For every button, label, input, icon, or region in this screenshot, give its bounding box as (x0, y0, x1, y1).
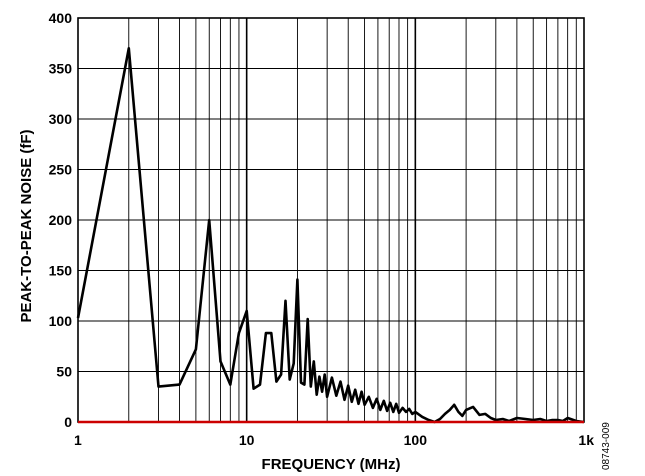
noise-series-line (76, 46, 585, 424)
tick-labels: 0 50 100 150 200 250 300 350 400 1 10 100 1k (49, 10, 595, 448)
y-tick-label: 350 (49, 61, 73, 77)
x-tick-label: 10 (239, 432, 255, 448)
y-tick-label: 100 (49, 313, 73, 329)
y-tick-label: 0 (64, 414, 72, 430)
y-axis-title: PEAK-TO-PEAK NOISE (fF) (18, 129, 35, 322)
y-tick-label: 250 (49, 162, 73, 178)
y-tick-label: 150 (49, 263, 73, 279)
x-tick-label: 1 (74, 432, 82, 448)
y-tick-label: 400 (49, 10, 73, 26)
x-tick-label: 1k (578, 432, 594, 448)
x-tick-label: 100 (404, 432, 428, 448)
figure-id: 08743-009 (601, 422, 612, 470)
grid-lines (78, 18, 584, 422)
y-tick-label: 50 (56, 364, 72, 380)
y-tick-label: 300 (49, 111, 73, 127)
data-series (76, 46, 585, 424)
x-axis-title: FREQUENCY (MHz) (262, 456, 401, 473)
y-tick-label: 200 (49, 212, 73, 228)
